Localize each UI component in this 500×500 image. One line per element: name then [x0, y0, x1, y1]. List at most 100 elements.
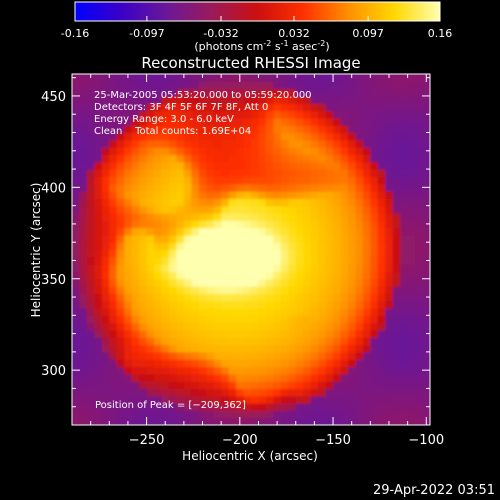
image-pixel	[139, 242, 148, 251]
image-pixel	[407, 139, 416, 148]
image-pixel	[407, 212, 416, 221]
image-pixel	[288, 388, 297, 397]
image-pixel	[236, 117, 245, 126]
image-pixel	[228, 373, 237, 382]
image-pixel	[154, 95, 163, 104]
image-pixel	[116, 308, 125, 316]
image-pixel	[325, 278, 334, 287]
image-pixel	[303, 344, 312, 353]
image-pixel	[392, 373, 401, 382]
image-pixel	[101, 337, 110, 346]
image-pixel	[333, 74, 342, 82]
image-pixel	[340, 293, 349, 302]
image-pixel	[168, 286, 178, 294]
image-pixel	[288, 117, 297, 126]
image-pixel	[422, 264, 430, 273]
image-pixel	[325, 286, 334, 294]
image-pixel	[243, 139, 252, 148]
image-pixel	[251, 308, 260, 316]
image-pixel	[183, 198, 192, 207]
image-pixel	[94, 183, 103, 192]
image-pixel	[168, 147, 178, 156]
image-pixel	[295, 417, 304, 425]
image-pixel	[221, 103, 230, 112]
image-pixel	[258, 344, 267, 353]
image-pixel	[86, 249, 95, 258]
image-pixel	[385, 176, 394, 185]
image-pixel	[407, 103, 416, 112]
image-pixel	[168, 351, 178, 360]
image-pixel	[325, 125, 334, 134]
image-pixel	[124, 234, 133, 243]
image-pixel	[251, 183, 260, 192]
image-pixel	[213, 154, 222, 163]
image-pixel	[347, 359, 357, 368]
image-pixel	[258, 147, 267, 156]
image-pixel	[325, 227, 334, 236]
image-pixel	[183, 322, 192, 331]
image-pixel	[325, 220, 334, 229]
image-pixel	[94, 300, 103, 309]
image-pixel	[251, 322, 260, 331]
image-pixel	[236, 286, 245, 294]
image-pixel	[79, 337, 88, 346]
image-pixel	[213, 344, 222, 353]
image-pixel	[124, 395, 133, 404]
image-pixel	[79, 169, 88, 177]
image-pixel	[168, 337, 178, 346]
image-pixel	[168, 74, 178, 82]
image-pixel	[131, 395, 140, 404]
image-pixel	[124, 117, 133, 126]
image-pixel	[213, 395, 222, 404]
image-pixel	[280, 329, 289, 338]
image-pixel	[422, 344, 430, 353]
image-pixel	[161, 308, 170, 316]
image-pixel	[347, 366, 357, 375]
image-pixel	[116, 278, 125, 287]
image-pixel	[333, 95, 342, 104]
image-pixel	[183, 103, 192, 112]
image-pixel	[124, 351, 133, 360]
image-pixel	[101, 212, 110, 221]
image-pixel	[258, 286, 267, 294]
image-pixel	[347, 95, 357, 104]
image-pixel	[206, 95, 215, 104]
image-pixel	[206, 234, 215, 243]
image-pixel	[310, 132, 319, 141]
image-pixel	[213, 329, 222, 338]
image-pixel	[362, 381, 371, 390]
image-pixel	[303, 191, 312, 199]
image-pixel	[86, 220, 95, 229]
image-pixel	[243, 88, 252, 97]
image-pixel	[168, 139, 178, 148]
image-pixel	[422, 249, 430, 258]
image-pixel	[280, 388, 289, 397]
image-pixel	[221, 381, 230, 390]
image-pixel	[377, 88, 386, 97]
image-pixel	[385, 329, 394, 338]
image-pixel	[79, 271, 88, 280]
image-pixel	[183, 264, 192, 273]
image-pixel	[377, 139, 386, 148]
image-pixel	[310, 256, 319, 265]
image-pixel	[161, 183, 170, 192]
image-pixel	[168, 322, 178, 331]
image-pixel	[295, 264, 304, 273]
image-pixel	[243, 242, 252, 251]
image-pixel	[146, 242, 155, 251]
image-pixel	[116, 117, 125, 126]
image-pixel	[333, 300, 342, 309]
image-pixel	[221, 264, 230, 273]
image-pixel	[139, 271, 148, 280]
image-pixel	[258, 176, 267, 185]
image-pixel	[407, 351, 416, 360]
image-pixel	[221, 220, 230, 229]
image-pixel	[258, 169, 267, 177]
image-pixel	[407, 417, 416, 425]
image-pixel	[72, 234, 81, 243]
image-pixel	[221, 278, 230, 287]
image-pixel	[191, 125, 200, 134]
image-pixel	[243, 103, 252, 112]
image-pixel	[131, 256, 140, 265]
image-pixel	[206, 359, 215, 368]
